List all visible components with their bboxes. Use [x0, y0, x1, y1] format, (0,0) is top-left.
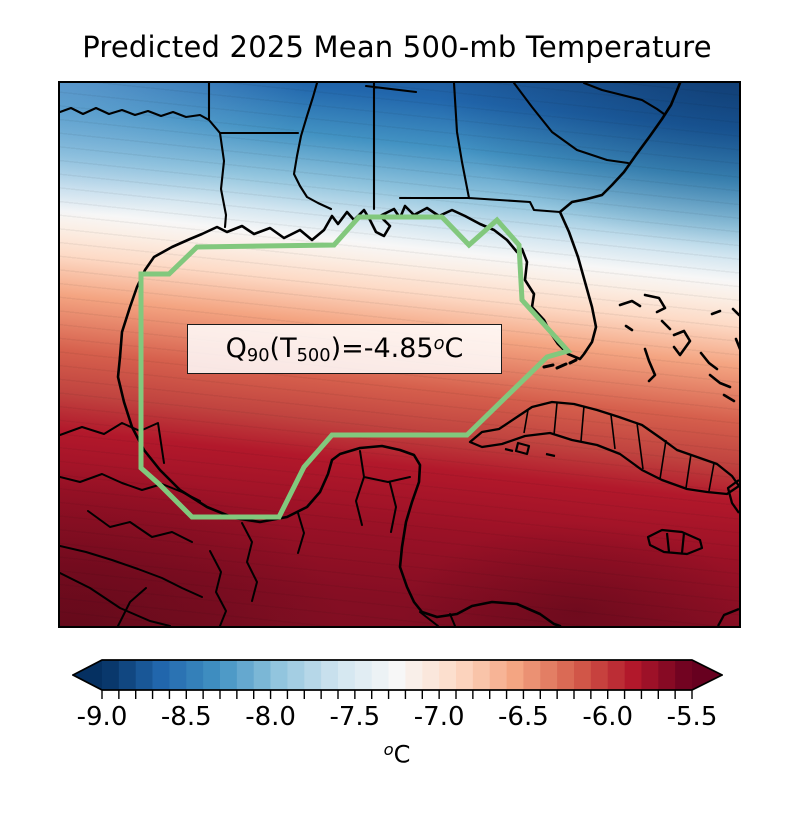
colorbar-segments [102, 660, 693, 690]
colorbar-segment [540, 660, 558, 690]
colorbar-tick-label: -8.5 [160, 702, 212, 732]
colorbar-segment [135, 660, 153, 690]
colorbar-segment [152, 660, 170, 690]
region-outline-path [138, 214, 573, 520]
mexico-coastline-path [116, 355, 562, 626]
colorbar-segment [253, 660, 271, 690]
colorbar-tick-labels: -9.0 -8.5 -8.0 -7.5 -7.0 -6.5 -6.0 -5.5 [72, 702, 723, 732]
colorbar-tick-label: -6.5 [498, 702, 549, 732]
colorbar-segment [270, 660, 288, 690]
colorbar-segment [523, 660, 541, 690]
colorbar-segment [557, 660, 575, 690]
colorbar-segment [203, 660, 221, 690]
colorbar-segment [456, 660, 474, 690]
colorbar-segment [388, 660, 406, 690]
map-panel: Q90(T500)=-4.85oC [58, 81, 741, 628]
colorbar-segment [169, 660, 187, 690]
jamaica-path [646, 528, 704, 556]
cuba-path [468, 400, 739, 496]
colorbar-segment [321, 660, 339, 690]
colorbar-under-arrow [73, 660, 102, 690]
colorbar-segment [506, 660, 524, 690]
colorbar-segment [574, 660, 592, 690]
colorbar-tick-label: -7.0 [413, 702, 465, 732]
figure-title: Predicted 2025 Mean 500-mb Temperature [82, 30, 712, 64]
colorbar-ticks [101, 690, 693, 699]
annotation-text: Q90(T500)=-4.85oC [225, 332, 464, 366]
colorbar-segment [102, 660, 120, 690]
colorbar-tick-label: -6.0 [582, 702, 634, 732]
colorbar-unit-label: oC [383, 740, 411, 769]
colorbar-segment [287, 660, 305, 690]
cuba-province-borders-path [523, 402, 715, 492]
colorbar-segment [675, 660, 693, 690]
colorbar-over-arrow [692, 660, 722, 690]
colorbar-tick-label: -7.5 [329, 702, 381, 732]
colorbar-segment [472, 660, 491, 690]
annotation-box: Q90(T500)=-4.85oC [187, 324, 502, 374]
colorbar-segment [489, 660, 507, 690]
colorbar-segment [590, 660, 609, 690]
colorbar-segment [304, 660, 322, 690]
colorbar-segment [118, 660, 137, 690]
bahamas-path [618, 293, 739, 403]
isle-of-pines-path [504, 441, 556, 458]
map-overlay-svg [60, 83, 739, 626]
hispaniola-edge-path [716, 479, 739, 626]
colorbar-segment [439, 660, 457, 690]
colorbar-segment [371, 660, 389, 690]
colorbar-tick-label: -8.0 [245, 702, 296, 732]
colorbar-segment [624, 660, 642, 690]
colorbar-segment [354, 660, 373, 690]
colorbar-tick-label: -5.5 [666, 702, 718, 732]
us-coastline-path [118, 83, 682, 361]
florida-keys-path [542, 358, 578, 370]
colorbar-segment [607, 660, 625, 690]
colorbar-segment [220, 660, 238, 690]
colorbar-segment [641, 660, 659, 690]
state-borders-path [60, 83, 666, 229]
colorbar-segment [186, 660, 204, 690]
colorbar-segment [338, 660, 356, 690]
colorbar-tick-label: -9.0 [76, 702, 128, 732]
colorbar [72, 659, 723, 699]
colorbar-segment [422, 660, 440, 690]
colorbar-segment [405, 660, 423, 690]
mexico-borders-path [60, 422, 456, 626]
colorbar-segment [658, 660, 676, 690]
colorbar-segment [236, 660, 255, 690]
